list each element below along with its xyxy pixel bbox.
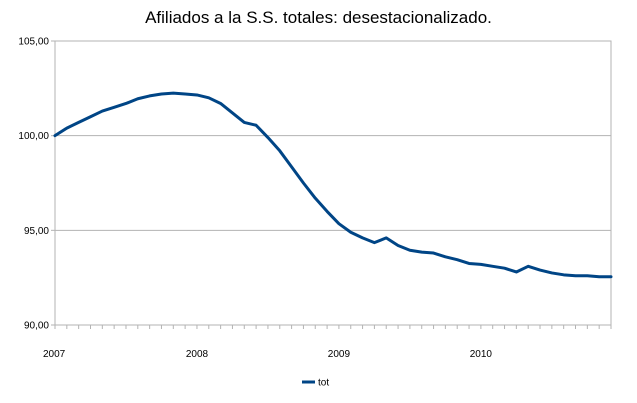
x-tick-label: 2008	[186, 349, 209, 360]
y-tick-label: 105,00	[18, 37, 49, 48]
legend: tot	[302, 378, 329, 389]
axes: 90,00 95,00 100,00 105,00 2007 2008 2009 2010	[18, 37, 612, 360]
grid-lines	[55, 40, 611, 326]
x-tick-label: 2009	[328, 349, 351, 360]
series-layer	[53, 91, 613, 279]
chart-title: Afiliados a la S.S. totales: desestacion…	[145, 8, 492, 27]
x-tick-label: 2007	[43, 349, 66, 360]
series-line-tot	[53, 91, 613, 279]
y-tick-label: 90,00	[24, 321, 49, 332]
y-tick-label: 100,00	[18, 131, 49, 142]
y-tick-label: 95,00	[24, 226, 49, 237]
legend-label: tot	[318, 378, 329, 389]
x-tick-label: 2010	[470, 349, 493, 360]
plot-area	[54, 40, 612, 326]
